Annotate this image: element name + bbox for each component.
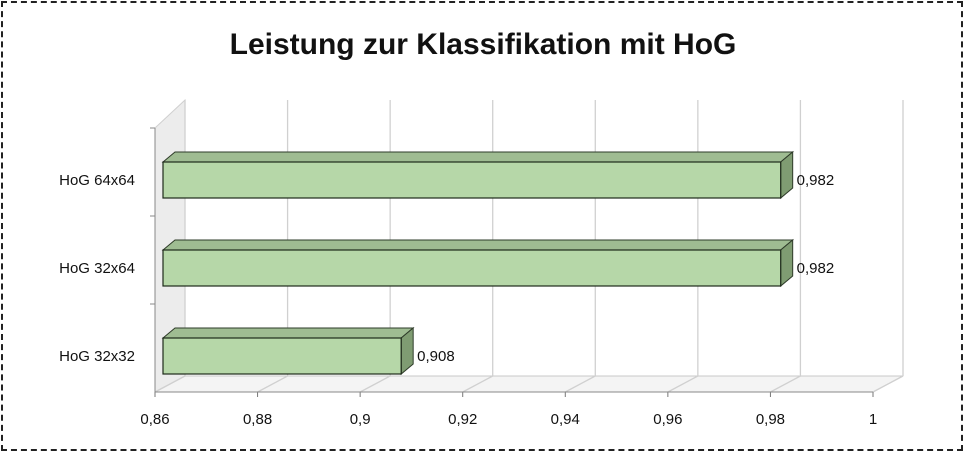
- axis-layer: 0,86 0,88 0,9 0,92 0,94 0,96 0,98 1 HoG 64x64 HoG…: [59, 127, 877, 428]
- x-tick-label: 0,9: [350, 411, 371, 428]
- category-label: HoG 32x64: [59, 260, 135, 277]
- bar: [162, 249, 782, 287]
- x-tick-label: 1: [869, 411, 877, 428]
- bar-top-face: [161, 151, 795, 163]
- floor-gridline: [154, 375, 186, 393]
- floor-gridline: [770, 375, 801, 393]
- floor-gridline: [257, 375, 288, 393]
- bar-top-face: [161, 239, 795, 251]
- floor-gridline: [359, 375, 391, 393]
- data-label: 0,908: [417, 348, 455, 365]
- floor-gridline: [564, 375, 596, 393]
- x-tick-label: 0,88: [243, 411, 272, 428]
- bar-layer: [161, 150, 795, 376]
- chart-title: Leistung zur Klassifikation mit HoG: [229, 28, 737, 61]
- category-label: HoG 64x64: [59, 172, 135, 189]
- floor-gridline: [872, 375, 904, 393]
- x-tick-label: 0,86: [140, 411, 169, 428]
- label-layer: 0,982 0,982 0,908: [417, 172, 834, 365]
- bar: [162, 337, 402, 375]
- chart-floor: [154, 375, 904, 393]
- data-label: 0,982: [797, 260, 835, 277]
- x-tick-label: 0,98: [756, 411, 785, 428]
- bar: [162, 161, 782, 199]
- floor-gridline: [667, 375, 699, 393]
- x-tick-label: 0,96: [653, 411, 682, 428]
- floor-gridline: [462, 375, 494, 393]
- x-tick-label: 0,94: [551, 411, 580, 428]
- data-label: 0,982: [797, 172, 835, 189]
- bar-top-face: [161, 327, 415, 339]
- category-label: HoG 32x32: [59, 348, 135, 365]
- x-tick-label: 0,92: [448, 411, 477, 428]
